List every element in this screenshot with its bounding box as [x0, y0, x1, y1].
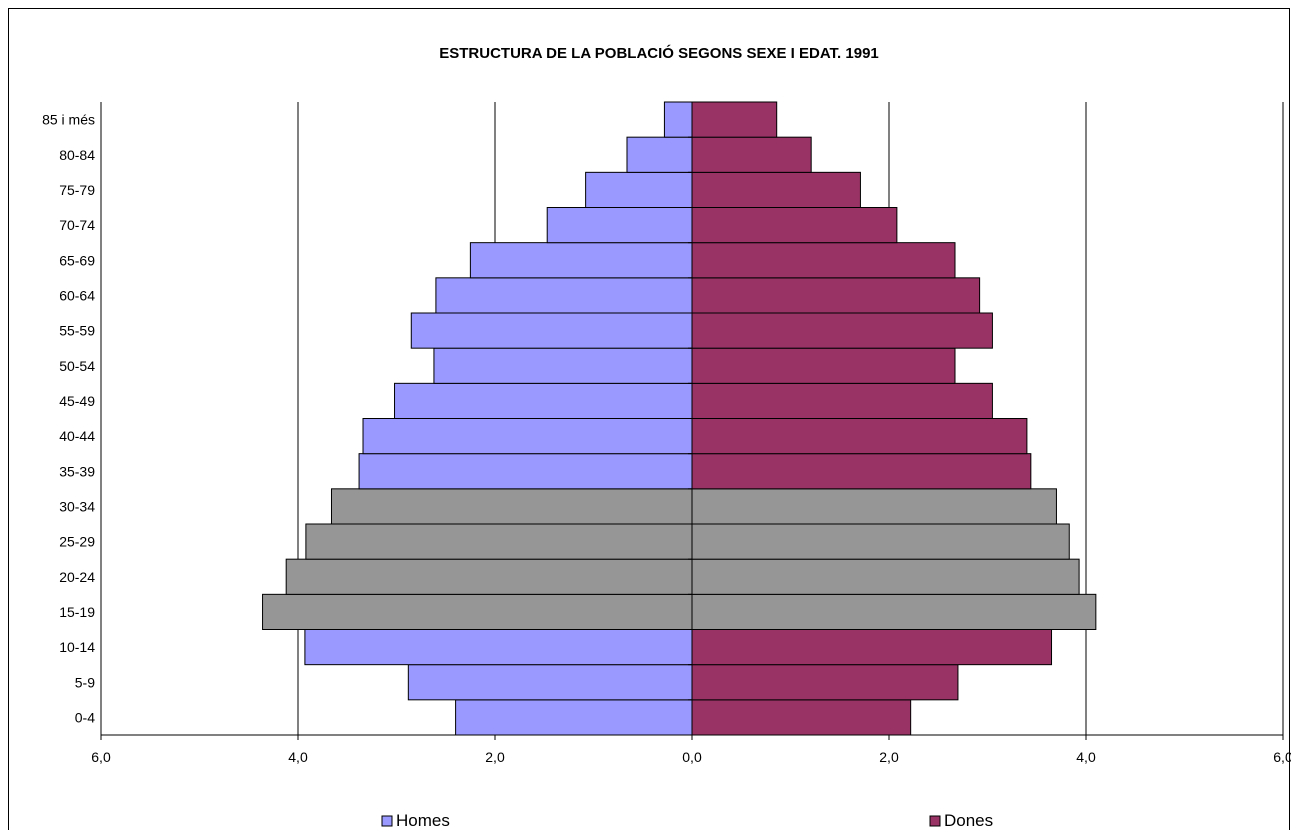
axes [100, 101, 1284, 740]
bar-dones-5-9 [691, 664, 959, 701]
y-tick-label: 25-29 [59, 534, 95, 550]
y-tick-label: 30-34 [59, 498, 95, 514]
bar-dones-50-54 [691, 347, 956, 384]
bar-dones-70-74 [691, 207, 898, 244]
bar-homes-15-19 [262, 593, 693, 630]
legend-swatch-dones [929, 815, 941, 827]
bar-dones-75-79 [691, 171, 861, 208]
bar-homes-60-64 [435, 277, 693, 314]
bar-dones-40-44 [691, 418, 1028, 455]
bar-dones-25-29 [691, 523, 1070, 560]
chart-title: ESTRUCTURA DE LA POBLACIÓ SEGONS SEXE I … [439, 44, 879, 62]
y-tick-label: 50-54 [59, 358, 95, 374]
bar-dones-10-14 [691, 629, 1053, 666]
bar-dones-45-49 [691, 382, 993, 420]
bar-dones-20-24 [691, 558, 1080, 595]
bar-homes-25-29 [305, 523, 693, 560]
y-tick-label: 15-19 [59, 604, 95, 620]
bar-homes-10-14 [304, 629, 693, 666]
y-tick-label: 20-24 [59, 569, 95, 585]
bar-dones-85-i-més [691, 101, 778, 138]
bar-homes-20-24 [285, 558, 693, 595]
x-axis-labels: 6,0 4,0 2,0 0,0 2,0 4,0 6,0 [91, 749, 1291, 765]
bar-dones-55-59 [691, 312, 993, 349]
y-tick-label: 55-59 [59, 323, 95, 339]
legend: Homes Dones [381, 811, 993, 830]
y-tick-label: 70-74 [59, 217, 95, 233]
bar-homes-50-54 [433, 347, 693, 384]
y-tick-label: 5-9 [75, 674, 95, 690]
bar-dones-35-39 [691, 453, 1032, 490]
y-tick-label: 60-64 [59, 287, 95, 303]
y-tick-label: 85 i més [42, 112, 95, 128]
bar-homes-35-39 [358, 453, 693, 490]
x-tick-label: 2,0 [879, 749, 899, 765]
chart-frame: ESTRUCTURA DE LA POBLACIÓ SEGONS SEXE I … [8, 8, 1291, 830]
y-tick-label: 45-49 [59, 393, 95, 409]
x-tick-label: 4,0 [288, 749, 308, 765]
y-tick-label: 0-4 [75, 709, 95, 725]
bar-homes-80-84 [626, 136, 693, 173]
bar-homes-0-4 [455, 699, 693, 736]
bar-homes-65-69 [469, 242, 693, 279]
population-pyramid-chart: ESTRUCTURA DE LA POBLACIÓ SEGONS SEXE I … [42, 44, 1291, 830]
bar-dones-15-19 [691, 593, 1097, 630]
x-tick-label: 6,0 [91, 749, 111, 765]
bar-dones-65-69 [691, 242, 956, 279]
bar-homes-45-49 [394, 382, 693, 420]
bar-dones-60-64 [691, 277, 981, 314]
legend-swatch-homes [381, 815, 393, 827]
bar-homes-30-34 [330, 488, 693, 525]
bar-homes-85-i-més [663, 101, 693, 138]
legend-label-dones: Dones [944, 811, 993, 830]
x-tick-label: 6,0 [1273, 749, 1291, 765]
y-tick-label: 80-84 [59, 147, 95, 163]
bar-dones-0-4 [691, 699, 912, 736]
bar-homes-70-74 [546, 207, 693, 244]
bar-homes-40-44 [362, 418, 693, 455]
bar-dones-30-34 [691, 488, 1057, 525]
y-tick-label: 75-79 [59, 182, 95, 198]
bar-homes-75-79 [585, 171, 693, 208]
bar-dones-80-84 [691, 136, 812, 173]
x-tick-label: 0,0 [682, 749, 702, 765]
y-tick-label: 10-14 [59, 639, 95, 655]
bar-homes-55-59 [410, 312, 693, 349]
y-axis-labels: 0-4 5-9 10-14 15-19 20-24 25-29 30-34 35-39 40-4… [42, 112, 95, 726]
y-tick-label: 40-44 [59, 428, 95, 444]
x-tick-label: 4,0 [1076, 749, 1096, 765]
y-tick-label: 65-69 [59, 252, 95, 268]
y-tick-label: 35-39 [59, 463, 95, 479]
bars [262, 101, 1097, 736]
legend-label-homes: Homes [396, 811, 450, 830]
x-tick-label: 2,0 [485, 749, 505, 765]
bar-homes-5-9 [407, 664, 693, 701]
